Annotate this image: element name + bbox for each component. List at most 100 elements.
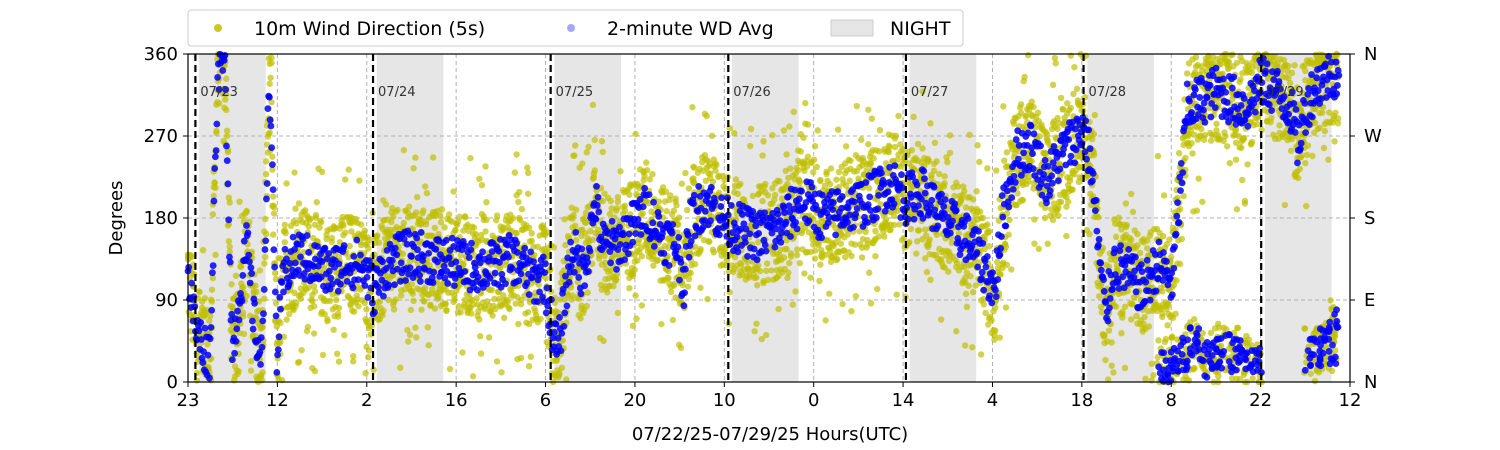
wd-avg-point-749 <box>738 211 746 218</box>
wind-direction-point-2194 <box>834 255 841 263</box>
wind-direction-point-406 <box>304 323 312 331</box>
wind-direction-point-2086 <box>802 99 809 107</box>
wd-avg-point-536 <box>581 282 589 290</box>
wind-direction-point-1477 <box>621 207 629 214</box>
wind-direction-point-825 <box>429 286 436 293</box>
wind-direction-point-2224 <box>842 182 850 189</box>
wd-avg-point-671 <box>681 289 689 297</box>
wind-direction-point-975 <box>473 294 480 302</box>
wind-direction-point-214 <box>247 367 255 374</box>
wd-avg-point-763 <box>749 208 757 215</box>
wind-direction-point-131 <box>222 75 230 82</box>
wind-direction-point-2581 <box>948 239 956 246</box>
wind-direction-point-1920 <box>753 274 760 281</box>
wind-direction-point-328 <box>281 239 289 246</box>
wind-direction-point-729 <box>400 146 408 154</box>
wind-direction-point-2971 <box>1064 100 1071 107</box>
wind-direction-point-1373 <box>590 173 598 181</box>
wd-avg-point-101 <box>259 317 267 325</box>
wind-direction-point-1733 <box>697 284 704 291</box>
wind-direction-point-1672 <box>679 281 686 289</box>
wd-avg-point-650 <box>665 262 673 269</box>
wd-avg-point-112 <box>267 122 275 130</box>
wd-avg-point-590 <box>621 256 629 264</box>
wind-direction-point-444 <box>316 224 323 231</box>
wd-avg-point-743 <box>734 248 742 256</box>
wind-direction-point-290 <box>270 231 277 238</box>
wind-direction-point-2171 <box>826 180 834 188</box>
wind-direction-point-756 <box>408 281 416 288</box>
wind-direction-point-1060 <box>498 369 505 376</box>
wind-direction-point-921 <box>457 309 464 316</box>
wind-direction-point-2598 <box>953 259 961 267</box>
wind-direction-point-2336 <box>875 148 883 155</box>
wind-direction-point-482 <box>326 297 334 305</box>
wind-direction-point-2014 <box>780 254 788 261</box>
wind-direction-point-2168 <box>826 290 833 297</box>
wind-direction-point-3062 <box>1090 130 1098 138</box>
wd-avg-point-420 <box>495 247 503 255</box>
wind-direction-point-452 <box>318 219 325 226</box>
wind-direction-point-1027 <box>488 286 495 294</box>
wd-avg-point-654 <box>668 229 676 237</box>
wind-direction-point-2861 <box>1031 216 1038 223</box>
wd-avg-point-81 <box>244 229 252 237</box>
wind-direction-point-1959 <box>764 192 772 199</box>
wind-direction-point-2118 <box>811 247 819 254</box>
wind-direction-point-2540 <box>936 170 943 178</box>
wind-direction-point-2896 <box>1041 214 1049 222</box>
wind-direction-point-3153 <box>1118 329 1125 337</box>
wind-direction-point-2558 <box>941 173 948 180</box>
wind-direction-point-731 <box>400 219 408 227</box>
wd-avg-point-314 <box>417 278 424 285</box>
wd-avg-point-33 <box>209 269 216 277</box>
wd-avg-point-528 <box>575 274 583 281</box>
wd-avg-point-554 <box>594 193 602 201</box>
wd-avg-point-117 <box>271 263 278 271</box>
wind-direction-point-2906 <box>1044 137 1051 144</box>
wind-direction-point-1426 <box>606 210 614 218</box>
wind-direction-point-916 <box>455 303 463 310</box>
wind-direction-point-2727 <box>992 304 999 311</box>
wd-avg-point-445 <box>513 249 521 256</box>
wind-direction-point-2132 <box>815 241 822 249</box>
wind-direction-point-2329 <box>874 285 881 293</box>
wind-direction-point-3120 <box>1108 339 1115 346</box>
wd-avg-point-467 <box>530 258 538 266</box>
wind-direction-point-262 <box>262 215 269 223</box>
wind-direction-point-3054 <box>1088 135 1096 143</box>
wd-avg-point-797 <box>774 210 782 218</box>
wind-direction-point-803 <box>421 183 429 190</box>
wind-direction-point-2729 <box>992 327 999 334</box>
wind-direction-point-501 <box>333 296 340 304</box>
wind-direction-point-1238 <box>550 244 558 251</box>
wd-avg-point-484 <box>542 309 550 317</box>
plot-area: 07/23 07/24 07/25 07/26 07/27 07/28 07/290 N90 E… <box>144 44 1382 411</box>
wind-direction-point-1154 <box>525 320 533 328</box>
wind-direction-point-1312 <box>572 237 580 244</box>
wind-direction-point-918 <box>456 213 463 221</box>
wind-direction-point-753 <box>407 306 415 314</box>
wind-direction-point-2035 <box>786 165 794 172</box>
wind-direction-point-278 <box>266 80 273 87</box>
wd-avg-point-335 <box>432 245 440 253</box>
wind-direction-point-1418 <box>604 289 611 296</box>
wind-direction-point-458 <box>319 351 327 359</box>
wind-direction-point-1693 <box>685 185 693 192</box>
wind-direction-point-1954 <box>762 267 770 274</box>
wind-direction-point-1787 <box>713 161 720 169</box>
wind-direction-point-2569 <box>945 268 952 275</box>
wind-direction-point-1817 <box>722 185 729 192</box>
wind-direction-point-1107 <box>512 300 519 307</box>
wind-direction-point-3962 <box>1191 364 1198 372</box>
wind-direction-point-1552 <box>643 167 651 174</box>
wind-direction-point-603 <box>363 306 370 313</box>
wind-direction-point-1411 <box>602 259 609 266</box>
wind-direction-point-2969 <box>1063 203 1070 210</box>
wd-avg-point-524 <box>572 228 580 236</box>
wind-direction-point-2701 <box>984 165 991 172</box>
wd-avg-point-331 <box>429 279 437 286</box>
wind-direction-point-1153 <box>525 224 533 232</box>
wind-direction-point-2764 <box>1002 304 1010 311</box>
